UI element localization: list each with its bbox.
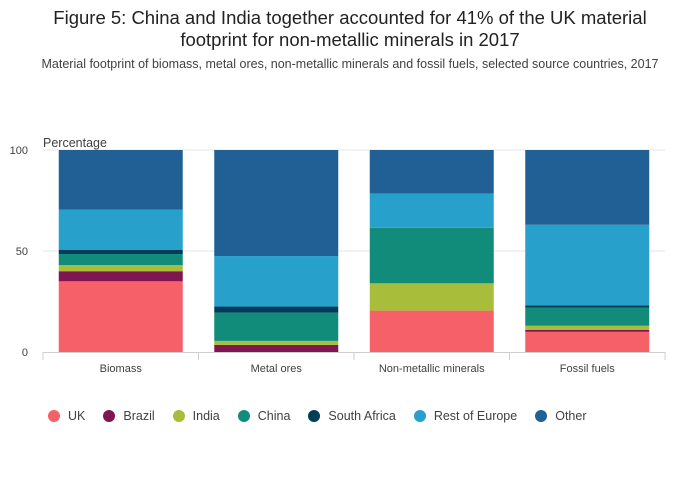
legend-item-other[interactable]: Other [535,409,586,423]
legend-swatch [172,410,185,422]
bar-segment-china [58,254,183,266]
legend: UK Brazil India China South Africa Rest of Eu… [48,408,604,424]
x-tick-label: Non-metallic minerals [379,363,485,375]
bar-segment-brazil [525,329,650,332]
legend-item-india[interactable]: India [172,409,220,423]
legend-item-brazil[interactable]: Brazil [103,409,155,423]
bar-segment-uk [525,331,650,352]
legend-swatch [535,410,548,422]
legend-swatch [308,410,321,422]
bar-segment-china [369,227,494,284]
legend-item-china[interactable]: China [237,409,291,423]
x-tick-label: Metal ores [251,363,303,375]
axes: Biomass Metal ores Non-metallic minerals Fo… [42,352,666,375]
bar-segment-india [525,325,650,330]
legend-label: Rest of Europe [433,409,518,423]
bar-segment-rest-of-europe [525,224,650,306]
y-axis-label: Percentage [43,136,107,150]
chart-subtitle: Material footprint of biomass, metal ore… [41,57,659,71]
bar-segment-india [214,340,339,345]
y-tick-label: 50 [16,246,28,258]
x-tick-label: Biomass [100,363,143,375]
bar-segment-brazil [58,271,183,282]
legend-swatch [413,410,426,422]
x-tick-label: Fossil fuels [560,363,616,375]
legend-item-uk[interactable]: UK [48,409,85,423]
legend-item-south-africa[interactable]: South Africa [308,409,396,423]
chart-title-line-1: Figure 5: China and India together accou… [53,7,647,28]
bars [58,150,650,352]
chart-title: Figure 5: China and India together accou… [0,7,700,51]
bar-segment-brazil [214,344,339,352]
legend-label: Other [555,409,587,423]
bar-segment-uk [58,281,183,352]
bar-segment-south-africa [58,249,183,255]
legend-label: China [257,409,291,423]
bar-segment-other [58,150,183,210]
legend-label: Brazil [123,409,155,423]
legend-swatch [103,410,116,422]
bar-segment-south-africa [214,306,339,313]
bar-segment-other [369,150,494,194]
y-tick-label: 100 [10,145,28,157]
legend-label: UK [68,409,86,423]
bar-segment-south-africa [525,305,650,308]
bar-segment-india [58,265,183,272]
bar-segment-other [525,150,650,225]
bar-segment-rest-of-europe [369,193,494,228]
legend-label: South Africa [328,409,396,423]
bar-segment-other [214,150,339,257]
bar-segment-china [525,307,650,326]
bar-segment-uk [369,310,494,352]
bar-segment-china [214,312,339,341]
chart-title-line-2: footprint for non-metallic minerals in 2… [180,29,520,50]
y-tick-label: 0 [22,347,28,359]
legend-swatch [237,410,250,422]
legend-label: India [192,409,220,423]
legend-item-rest-of-europe[interactable]: Rest of Europe [413,409,518,423]
bar-segment-rest-of-europe [214,256,339,307]
bar-segment-rest-of-europe [58,209,183,250]
bar-segment-india [369,283,494,311]
legend-swatch [48,410,60,422]
